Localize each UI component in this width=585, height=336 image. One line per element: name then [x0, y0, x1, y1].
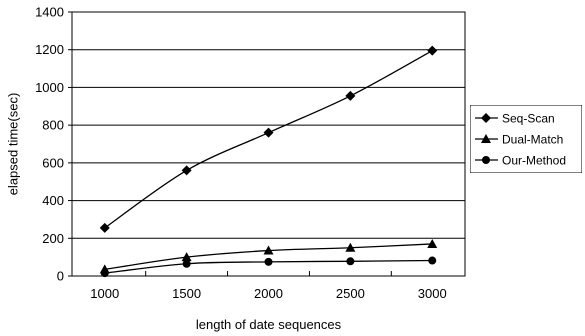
data-point-our-method: [264, 257, 273, 266]
x-tick-label: 1500: [172, 286, 201, 301]
series-our-method: [100, 256, 437, 278]
data-point-our-method: [182, 259, 191, 268]
y-axis-title: elapsed time(sec): [5, 93, 20, 196]
x-axis-ticks: 1000 1500 2000 2500 3000: [90, 271, 447, 301]
series-line-seq-scan: [104, 50, 433, 229]
legend-label: Our-Method: [502, 154, 566, 168]
legend-label: Seq-Scan: [502, 112, 555, 126]
legend-item-seq-scan: Seq-Scan: [475, 112, 555, 126]
data-point-dual-match: [345, 242, 356, 252]
data-point-our-method: [346, 257, 355, 266]
legend-label: Dual-Match: [502, 133, 563, 147]
x-tick-label: 2000: [254, 286, 283, 301]
y-tick-label: 1000: [35, 80, 64, 95]
plot-area-frame: [71, 11, 466, 277]
data-point-our-method: [428, 256, 437, 265]
data-point-dual-match: [263, 245, 274, 255]
y-tick-label: 1200: [35, 42, 64, 57]
data-point-seq-scan: [427, 45, 438, 56]
legend-item-our-method: Our-Method: [475, 154, 566, 168]
y-tick-label: 200: [42, 231, 64, 246]
series-dual-match: [99, 238, 438, 274]
x-tick-label: 1000: [90, 286, 119, 301]
data-point-our-method: [100, 269, 109, 278]
data-point-seq-scan: [263, 127, 274, 138]
y-tick-label: 400: [42, 193, 64, 208]
data-point-seq-scan: [99, 222, 110, 233]
series-layer: [99, 45, 438, 278]
legend-item-dual-match: Dual-Match: [475, 133, 563, 147]
legend-marker: [481, 113, 491, 123]
y-tick-label: 800: [42, 118, 64, 133]
data-point-dual-match: [427, 238, 438, 248]
legend: Seq-Scan Dual-Match Our-Method: [470, 105, 582, 173]
y-tick-label: 0: [57, 269, 64, 284]
y-tick-label: 600: [42, 155, 64, 170]
y-tick-label: 1400: [35, 5, 64, 20]
y-axis-ticks: 0 200 400 600 800 1000 1200 1400: [35, 5, 72, 284]
series-seq-scan: [99, 45, 438, 233]
legend-marker: [482, 156, 490, 164]
gridlines: [72, 11, 465, 277]
x-axis-title: length of date sequences: [196, 317, 342, 332]
data-point-seq-scan: [181, 165, 192, 176]
data-point-seq-scan: [345, 90, 356, 101]
x-tick-label: 3000: [418, 286, 447, 301]
data-point-dual-match: [181, 252, 192, 262]
legend-marker: [481, 134, 491, 143]
x-tick-label: 2500: [336, 286, 365, 301]
